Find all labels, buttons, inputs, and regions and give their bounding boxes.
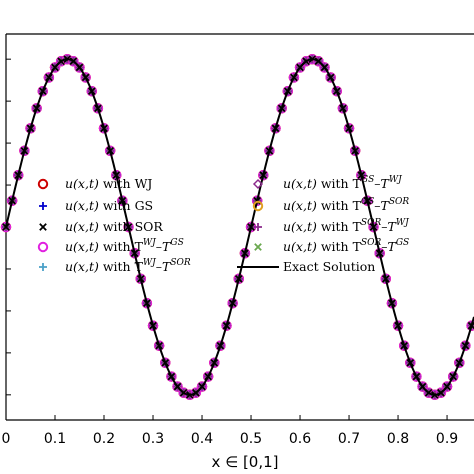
legend-label: u(x,t) with SOR <box>65 219 163 234</box>
marker-circle <box>276 103 287 114</box>
marker-plus <box>39 263 47 271</box>
marker-plus <box>254 223 262 231</box>
marker-circle <box>392 320 404 331</box>
marker-circle <box>37 241 49 253</box>
legend-item: u(x,t) with WJ <box>37 176 152 191</box>
legend-item: u(x,t) with TWJ–TSOR <box>39 258 191 274</box>
marker-circle <box>454 357 465 368</box>
x-tick-label: 0.2 <box>93 431 115 447</box>
x-tick-label: 0.5 <box>240 431 262 447</box>
marker-circle <box>141 297 153 309</box>
marker-circle <box>447 371 459 382</box>
marker-circle <box>405 357 416 368</box>
x-tick-label: 0.1 <box>44 431 66 447</box>
marker-circle <box>417 381 428 392</box>
data-point <box>466 320 474 331</box>
marker-x <box>39 223 47 231</box>
marker-circle <box>343 123 355 134</box>
marker-circle <box>337 103 349 114</box>
marker-circle <box>221 320 232 331</box>
marker-circle <box>270 123 281 134</box>
marker-circle <box>288 72 300 83</box>
legend-item: u(x,t) with TSOR–TWJ <box>254 218 410 234</box>
marker-plus <box>39 202 47 210</box>
marker-circle <box>92 103 104 114</box>
marker-circle <box>104 145 116 157</box>
legend-label: u(x,t) with TWJ–TSOR <box>65 258 191 274</box>
x-tick-label: 0 <box>2 431 11 447</box>
marker-circle <box>68 56 79 67</box>
legend-item: u(x,t) with TGS–TWJ <box>252 175 403 191</box>
marker-circle <box>43 72 55 83</box>
marker-circle <box>349 145 361 157</box>
marker-circle <box>37 178 49 190</box>
marker-circle <box>282 86 293 97</box>
marker-circle <box>264 145 275 157</box>
x-tick-label: 0.6 <box>289 431 311 447</box>
marker-circle <box>153 340 165 351</box>
legend-item: u(x,t) with GS <box>39 198 153 213</box>
marker-circle <box>252 200 264 212</box>
legend-label: Exact Solution <box>283 259 375 274</box>
marker-circle <box>466 320 474 331</box>
x-axis-label: x ∈ [0,1] <box>211 453 278 471</box>
x-ticks: 0 0.1 0.2 0.3 0.4 0.5 0.6 0.7 0.8 0.9 <box>2 415 458 447</box>
marker-circle <box>398 340 410 351</box>
plot-area <box>6 34 474 420</box>
legend-item: Exact Solution <box>237 259 375 274</box>
marker-circle <box>160 357 171 368</box>
marker-circle <box>49 62 61 73</box>
marker-diamond <box>252 178 264 190</box>
marker-circle <box>31 103 42 114</box>
marker-circle <box>460 340 471 351</box>
legend-label: u(x,t) with WJ <box>65 176 152 191</box>
legend-label: u(x,t) with GS <box>65 198 153 213</box>
x-tick-label: 0.3 <box>142 431 164 447</box>
legend-label: u(x,t) with TWJ–TGS <box>65 238 184 254</box>
marker-circle <box>37 86 48 97</box>
data-point <box>288 72 300 83</box>
marker-circle <box>435 387 447 398</box>
marker-circle <box>331 86 342 97</box>
marker-circle <box>80 72 91 83</box>
x-tick-label: 0.9 <box>436 431 458 447</box>
legend-label: u(x,t) with TGS–TWJ <box>283 175 403 191</box>
legend: u(x,t) with WJ u(x,t) with GS u(x,t) with … <box>37 175 410 274</box>
marker-x <box>254 243 262 251</box>
legend-item: u(x,t) with TSOR–TGS <box>254 238 409 254</box>
legend-label: u(x,t) with TGS–TSOR <box>283 197 409 213</box>
x-tick-label: 0.4 <box>191 431 213 447</box>
marker-circle <box>98 123 110 134</box>
legend-item: u(x,t) with TWJ–TGS <box>37 238 184 254</box>
marker-circle <box>215 340 226 351</box>
exact-solution-line <box>5 58 474 396</box>
marker-circle <box>166 371 177 382</box>
marker-circle <box>86 86 97 97</box>
marker-circle <box>294 62 306 73</box>
marker-circle <box>319 62 330 73</box>
marker-circle <box>386 297 398 309</box>
marker-circle <box>325 72 336 83</box>
marker-circle <box>19 145 30 157</box>
x-tick-label: 0.8 <box>387 431 409 447</box>
marker-circle <box>441 381 453 392</box>
x-tick-label: 0.7 <box>338 431 360 447</box>
marker-circle <box>172 381 183 392</box>
marker-circle <box>227 297 238 309</box>
marker-circle <box>411 371 422 382</box>
legend-label: u(x,t) with TSOR–TWJ <box>283 218 410 234</box>
marker-circle <box>202 371 214 382</box>
marker-circle <box>25 123 36 134</box>
marker-circle <box>147 320 159 331</box>
marker-circle <box>74 62 85 73</box>
marker-circle <box>190 387 202 398</box>
legend-item: u(x,t) with TGS–TSOR <box>252 197 409 213</box>
marker-circle <box>196 381 208 392</box>
data-point <box>49 62 61 73</box>
legend-label: u(x,t) with TSOR–TGS <box>283 238 409 254</box>
marker-circle <box>313 56 324 67</box>
legend-item: u(x,t) with SOR <box>39 219 163 234</box>
marker-circle <box>209 357 220 368</box>
